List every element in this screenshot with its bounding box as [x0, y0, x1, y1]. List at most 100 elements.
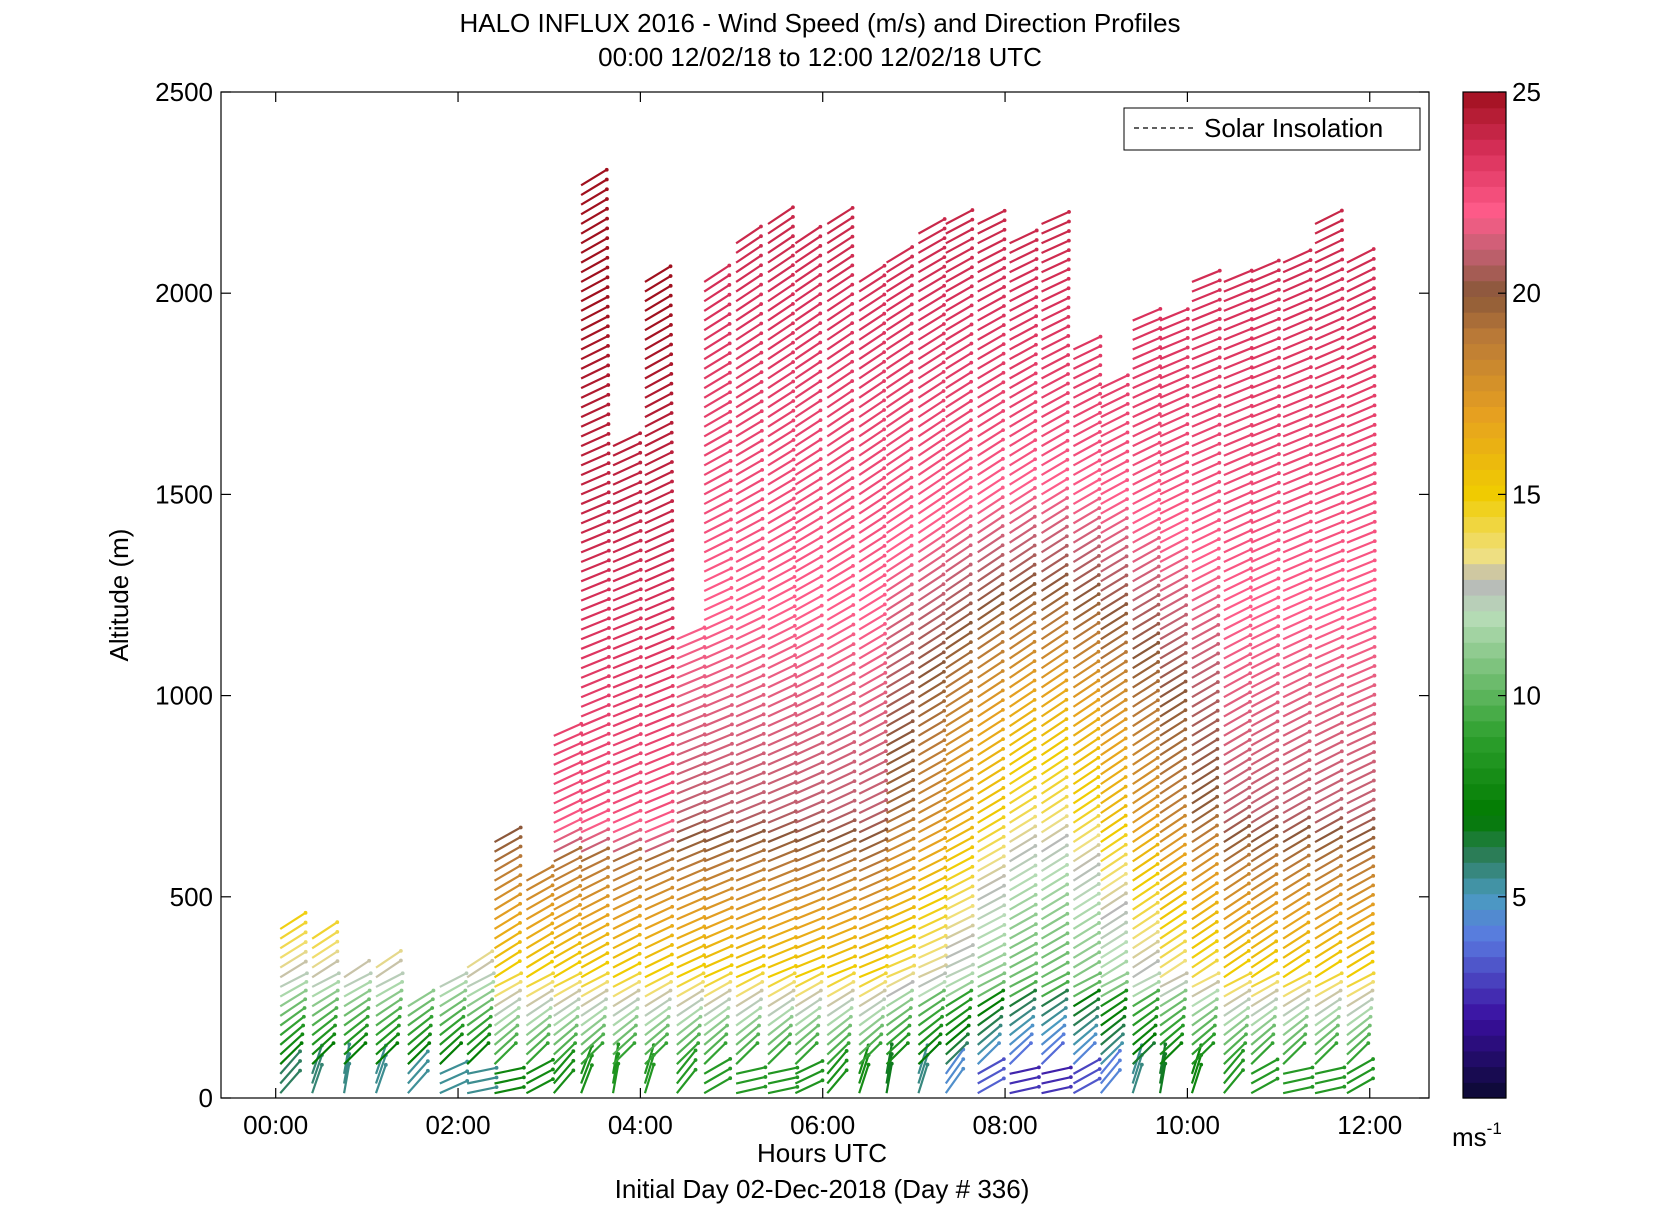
wind-vector-head: [1271, 1032, 1276, 1037]
wind-vector-head: [1123, 726, 1128, 731]
wind-vector: [676, 655, 705, 670]
wind-vector-head: [1064, 620, 1069, 625]
wind-vector-head: [1183, 679, 1188, 684]
wind-vector-head: [1247, 718, 1252, 723]
wind-vector-head: [882, 602, 887, 607]
wind-vector: [525, 951, 553, 969]
wind-vector: [1282, 327, 1312, 341]
wind-vector-head: [851, 554, 855, 559]
wind-vector-head: [1096, 891, 1101, 896]
wind-vector-head: [605, 913, 610, 917]
wind-vector-head: [911, 826, 916, 831]
wind-vector: [1191, 719, 1219, 737]
wind-vector: [858, 564, 886, 583]
wind-vector-head: [1184, 555, 1189, 560]
wind-vector: [1314, 307, 1343, 322]
wind-vector: [1132, 824, 1159, 843]
wind-vector: [525, 1024, 551, 1046]
wind-vector: [1250, 269, 1280, 283]
wind-vector: [917, 748, 946, 766]
wind-vector: [676, 1042, 699, 1065]
wind-vector: [703, 596, 732, 612]
wind-vector-head: [1033, 447, 1038, 452]
wind-vector-head: [821, 925, 826, 930]
wind-vector-head: [941, 514, 946, 519]
wind-vector: [1314, 645, 1343, 660]
wind-vector-head: [821, 867, 826, 872]
wind-vector-head: [1276, 538, 1281, 543]
wind-vector-head: [638, 538, 643, 543]
wind-vector: [1159, 670, 1187, 689]
wind-vector: [1223, 853, 1250, 872]
wind-vector: [767, 507, 795, 525]
wind-vector: [612, 471, 641, 486]
wind-vector: [644, 877, 673, 892]
wind-vector: [1223, 643, 1251, 660]
wind-vector-head: [909, 466, 914, 470]
wind-vector: [580, 742, 610, 757]
wind-vector: [1282, 597, 1311, 612]
wind-vector: [1346, 808, 1375, 824]
wind-vector-head: [550, 911, 555, 916]
wind-vector: [826, 604, 854, 621]
wind-vector: [1250, 1024, 1275, 1046]
wind-vector: [676, 645, 705, 660]
wind-vector: [826, 916, 856, 931]
wind-vector: [1191, 786, 1218, 805]
wind-vector: [794, 916, 824, 931]
wind-vector-head: [1274, 920, 1279, 925]
wind-vector-head: [1371, 971, 1376, 976]
wind-vector: [1008, 1007, 1035, 1027]
wind-vector-head: [701, 979, 705, 984]
wind-vector: [1191, 538, 1220, 554]
wind-vector-head: [1001, 766, 1006, 771]
wind-vector: [767, 322, 794, 341]
wind-vector-head: [670, 548, 675, 552]
wind-vector: [858, 916, 888, 931]
wind-vector-head: [969, 284, 974, 289]
wind-vector-head: [702, 953, 707, 957]
wind-vector: [1346, 482, 1376, 496]
wind-vector-head: [884, 768, 888, 773]
wind-vector: [525, 893, 554, 911]
wind-vector-head: [1124, 563, 1129, 568]
wind-vector: [703, 401, 731, 419]
wind-vector: [1100, 960, 1127, 979]
wind-vector: [580, 305, 609, 322]
wind-vector: [407, 989, 435, 1008]
wind-vector: [826, 1050, 848, 1075]
wind-vector: [1314, 883, 1342, 901]
wind-vector-head: [1125, 440, 1130, 444]
wind-vector-head: [1340, 625, 1345, 630]
wind-vector-head: [882, 359, 886, 364]
wind-vector: [703, 733, 733, 747]
wind-vector-head: [1123, 833, 1128, 837]
wind-vector: [1041, 296, 1070, 312]
wind-vector-head: [1096, 601, 1101, 606]
wind-vector-head: [1249, 566, 1253, 571]
wind-vector: [1132, 346, 1161, 361]
wind-vector-head: [605, 971, 610, 976]
wind-vector: [1346, 597, 1376, 612]
wind-vector: [886, 730, 914, 747]
wind-vector: [311, 980, 339, 998]
wind-vector-head: [1244, 1023, 1249, 1028]
wind-vector-head: [942, 777, 947, 782]
wind-vector-head: [1247, 988, 1252, 993]
wind-vector-head: [727, 361, 732, 365]
wind-vector: [858, 457, 885, 476]
wind-vector: [279, 1015, 305, 1037]
wind-vector-head: [1247, 776, 1252, 780]
wind-vector: [1223, 471, 1252, 486]
wind-vector-head: [490, 997, 495, 1002]
wind-vector: [644, 781, 674, 795]
wind-vector: [945, 256, 973, 274]
wind-vector-head: [550, 931, 555, 935]
colorbar-band: [1463, 1050, 1506, 1068]
wind-vector: [493, 893, 521, 911]
wind-vector: [1191, 776, 1218, 795]
wind-vector: [1282, 577, 1312, 592]
wind-vector: [1132, 814, 1159, 834]
wind-vector-head: [1249, 537, 1254, 542]
wind-vector-head: [1096, 697, 1101, 702]
